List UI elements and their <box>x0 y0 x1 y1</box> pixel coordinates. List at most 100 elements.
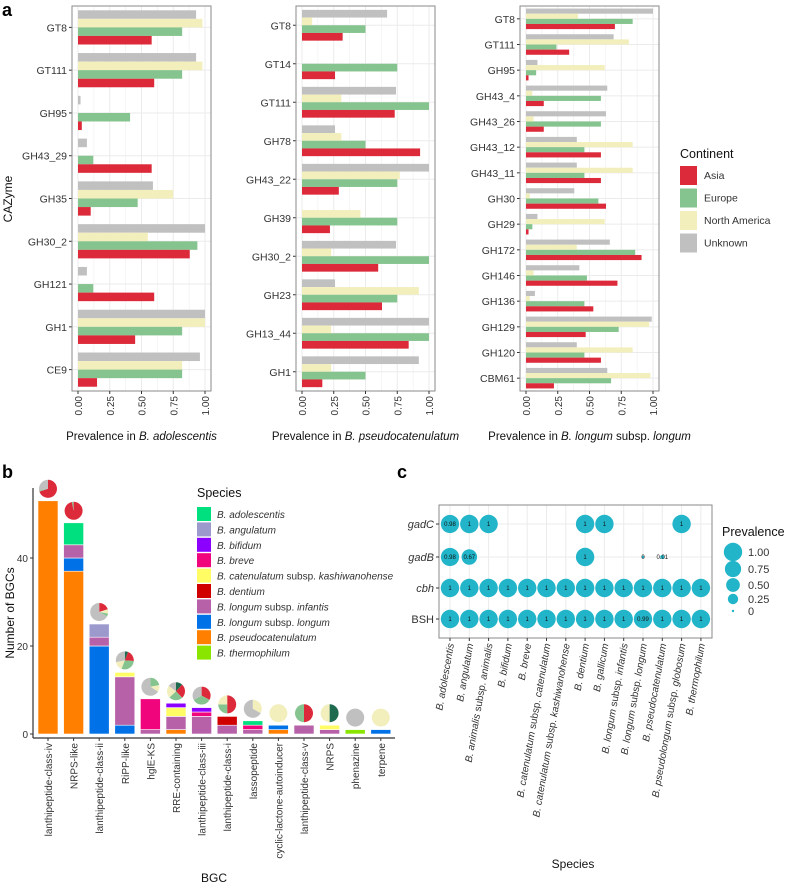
pie-slice <box>218 695 228 705</box>
bar-europe <box>526 224 533 230</box>
bar-unknown <box>78 10 197 19</box>
dot-value-label: 1 <box>545 617 549 623</box>
x-tick-label: 0.25 <box>330 396 341 416</box>
y-tick-label: 0 <box>22 730 28 741</box>
bar-europe <box>526 352 585 358</box>
bar-europe <box>526 147 585 153</box>
x-tick-label: B. angulatum <box>455 643 476 703</box>
prevalence-dot <box>537 578 556 598</box>
dot-value-label: 1 <box>603 617 607 623</box>
x-tick-label: hglE-KS <box>146 743 157 780</box>
dot-value-label: 0.98 <box>444 555 456 561</box>
bar-unknown <box>78 224 205 233</box>
label-part: subsp. <box>262 618 297 629</box>
label-part: B. catenulatum <box>515 731 537 799</box>
label-part: subsp. <box>472 679 489 715</box>
bar-europe <box>78 241 198 250</box>
bar-unknown <box>78 95 81 105</box>
label-part: B. pseudocatenulatum <box>345 431 460 443</box>
y-tick-label: GT8 <box>271 20 292 32</box>
prevalence-dot <box>556 578 575 598</box>
bar-europe <box>78 369 183 379</box>
legend-swatch <box>680 211 697 230</box>
bar-unknown <box>302 279 336 288</box>
bar-segment <box>191 707 212 713</box>
bar-north-america <box>526 244 577 250</box>
bar-unknown <box>78 352 200 362</box>
bar-unknown <box>526 290 535 297</box>
bar-unknown <box>526 8 653 14</box>
bar-north-america <box>526 65 605 71</box>
prevalence-dot <box>479 578 498 598</box>
bar-segment <box>88 636 110 647</box>
x-tick-label: lanthipeptide-class-ii <box>95 743 106 834</box>
bar-europe <box>78 112 131 122</box>
prevalence-dot <box>518 609 537 629</box>
prevalence-dot <box>672 578 691 598</box>
dot-value-label: 1 <box>661 586 665 592</box>
y-tick-label: cbh <box>416 583 434 595</box>
prevalence-dot <box>575 578 595 598</box>
bar-asia <box>526 254 642 261</box>
pie-slice <box>39 479 57 498</box>
bar-segment <box>140 698 161 730</box>
legend-label: Europe <box>704 193 738 205</box>
legend-label: Unknown <box>704 238 748 250</box>
bar-europe <box>526 326 619 332</box>
bar-europe <box>526 378 612 384</box>
dot-value-label: 1 <box>545 586 549 592</box>
dot-value-label: 1 <box>487 522 491 528</box>
bar-unknown <box>302 356 419 365</box>
prevalence-dot <box>633 578 653 598</box>
prevalence-dot <box>460 578 479 598</box>
legend-label: B. breve <box>217 556 255 567</box>
bar-unknown <box>302 125 336 134</box>
legend-title: Prevalence <box>722 525 785 539</box>
pie-slice <box>124 652 134 661</box>
bar-segment <box>165 702 187 708</box>
legend-dot <box>723 542 743 562</box>
pie-slice <box>176 684 186 698</box>
legend-label: B. bifidum <box>217 541 261 552</box>
bar-unknown <box>78 266 87 276</box>
legend-swatch <box>197 553 211 568</box>
bar-north-america <box>526 193 530 199</box>
prevalence-dot <box>440 547 460 567</box>
bar-unknown <box>526 213 538 220</box>
x-tick-label: 0.75 <box>393 396 404 416</box>
bar-europe <box>302 371 366 380</box>
label-part: gadB <box>408 552 434 564</box>
bar-asia <box>78 249 190 259</box>
label-part: B. adolescentis <box>217 510 285 521</box>
label-part: B. longum <box>217 618 262 629</box>
bar-north-america <box>526 321 650 327</box>
bar-asia <box>526 203 607 209</box>
legend-swatch <box>197 599 211 614</box>
pie-slice <box>150 685 160 692</box>
bar-europe <box>78 198 138 208</box>
bar-unknown <box>526 239 610 245</box>
bar-unknown <box>302 9 388 18</box>
bar-segment <box>268 724 289 730</box>
pie-slice <box>371 708 390 727</box>
bar-asia <box>526 49 570 55</box>
bar-north-america <box>302 94 342 103</box>
legend-label: 0.50 <box>748 580 769 592</box>
x-tick-label: NRPS <box>326 743 337 771</box>
pie-slice <box>243 699 261 718</box>
label-part: longum <box>297 618 330 629</box>
bar-unknown <box>526 316 652 322</box>
x-tick-label: 0.75 <box>617 396 628 416</box>
bar-unknown <box>526 162 577 168</box>
bar-asia <box>78 121 82 131</box>
bar-north-america <box>78 232 148 242</box>
pie-slice <box>64 501 83 520</box>
bar-segment <box>191 711 212 717</box>
bar-segment <box>63 570 84 735</box>
prevalence-dot <box>575 514 595 534</box>
y-tick-label: GT8 <box>47 22 68 34</box>
bar-segment <box>88 645 110 735</box>
dot-value-label: 1 <box>487 586 491 592</box>
bar-segment <box>114 672 136 678</box>
bar-north-america <box>78 318 205 327</box>
